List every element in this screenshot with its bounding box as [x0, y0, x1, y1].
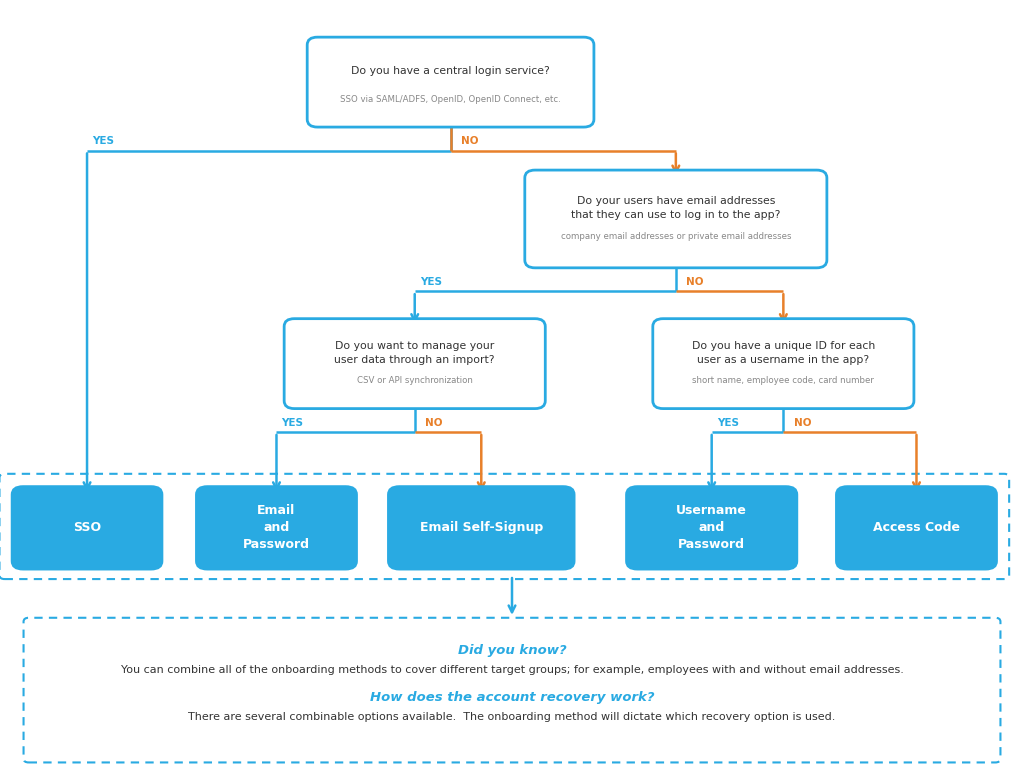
FancyBboxPatch shape [524, 170, 827, 267]
Text: SSO: SSO [73, 522, 101, 534]
Text: Do you want to manage your
user data through an import?: Do you want to manage your user data thr… [335, 341, 495, 364]
FancyBboxPatch shape [285, 318, 545, 408]
FancyBboxPatch shape [836, 485, 997, 571]
Text: YES: YES [717, 418, 738, 428]
Text: YES: YES [420, 277, 441, 287]
FancyBboxPatch shape [11, 485, 164, 571]
Text: NO: NO [794, 418, 811, 428]
Text: Do you have a unique ID for each
user as a username in the app?: Do you have a unique ID for each user as… [692, 341, 874, 364]
Text: Email Self-Signup: Email Self-Signup [420, 522, 543, 534]
Text: NO: NO [686, 277, 703, 287]
FancyBboxPatch shape [307, 37, 594, 127]
Text: There are several combinable options available.  The onboarding method will dict: There are several combinable options ava… [188, 712, 836, 722]
Text: CSV or API synchronization: CSV or API synchronization [356, 376, 473, 386]
Text: You can combine all of the onboarding methods to cover different target groups; : You can combine all of the onboarding me… [121, 665, 903, 675]
Text: Did you know?: Did you know? [458, 644, 566, 657]
Text: Access Code: Access Code [873, 522, 959, 534]
Text: YES: YES [282, 418, 303, 428]
Text: Username
and
Password: Username and Password [676, 504, 748, 551]
Text: YES: YES [92, 136, 114, 146]
Text: NO: NO [461, 136, 478, 146]
Text: company email addresses or private email addresses: company email addresses or private email… [560, 231, 792, 241]
Text: NO: NO [425, 418, 442, 428]
Text: Do you have a central login service?: Do you have a central login service? [351, 66, 550, 76]
Text: Do your users have email addresses
that they can use to log in to the app?: Do your users have email addresses that … [571, 196, 780, 220]
FancyBboxPatch shape [387, 485, 575, 571]
Text: Email
and
Password: Email and Password [243, 504, 310, 551]
Text: short name, employee code, card number: short name, employee code, card number [692, 376, 874, 386]
FancyBboxPatch shape [195, 485, 358, 571]
FancyBboxPatch shape [24, 618, 1000, 762]
Text: How does the account recovery work?: How does the account recovery work? [370, 691, 654, 704]
FancyBboxPatch shape [625, 485, 798, 571]
Text: SSO via SAML/ADFS, OpenID, OpenID Connect, etc.: SSO via SAML/ADFS, OpenID, OpenID Connec… [340, 95, 561, 104]
FancyBboxPatch shape [653, 318, 913, 408]
